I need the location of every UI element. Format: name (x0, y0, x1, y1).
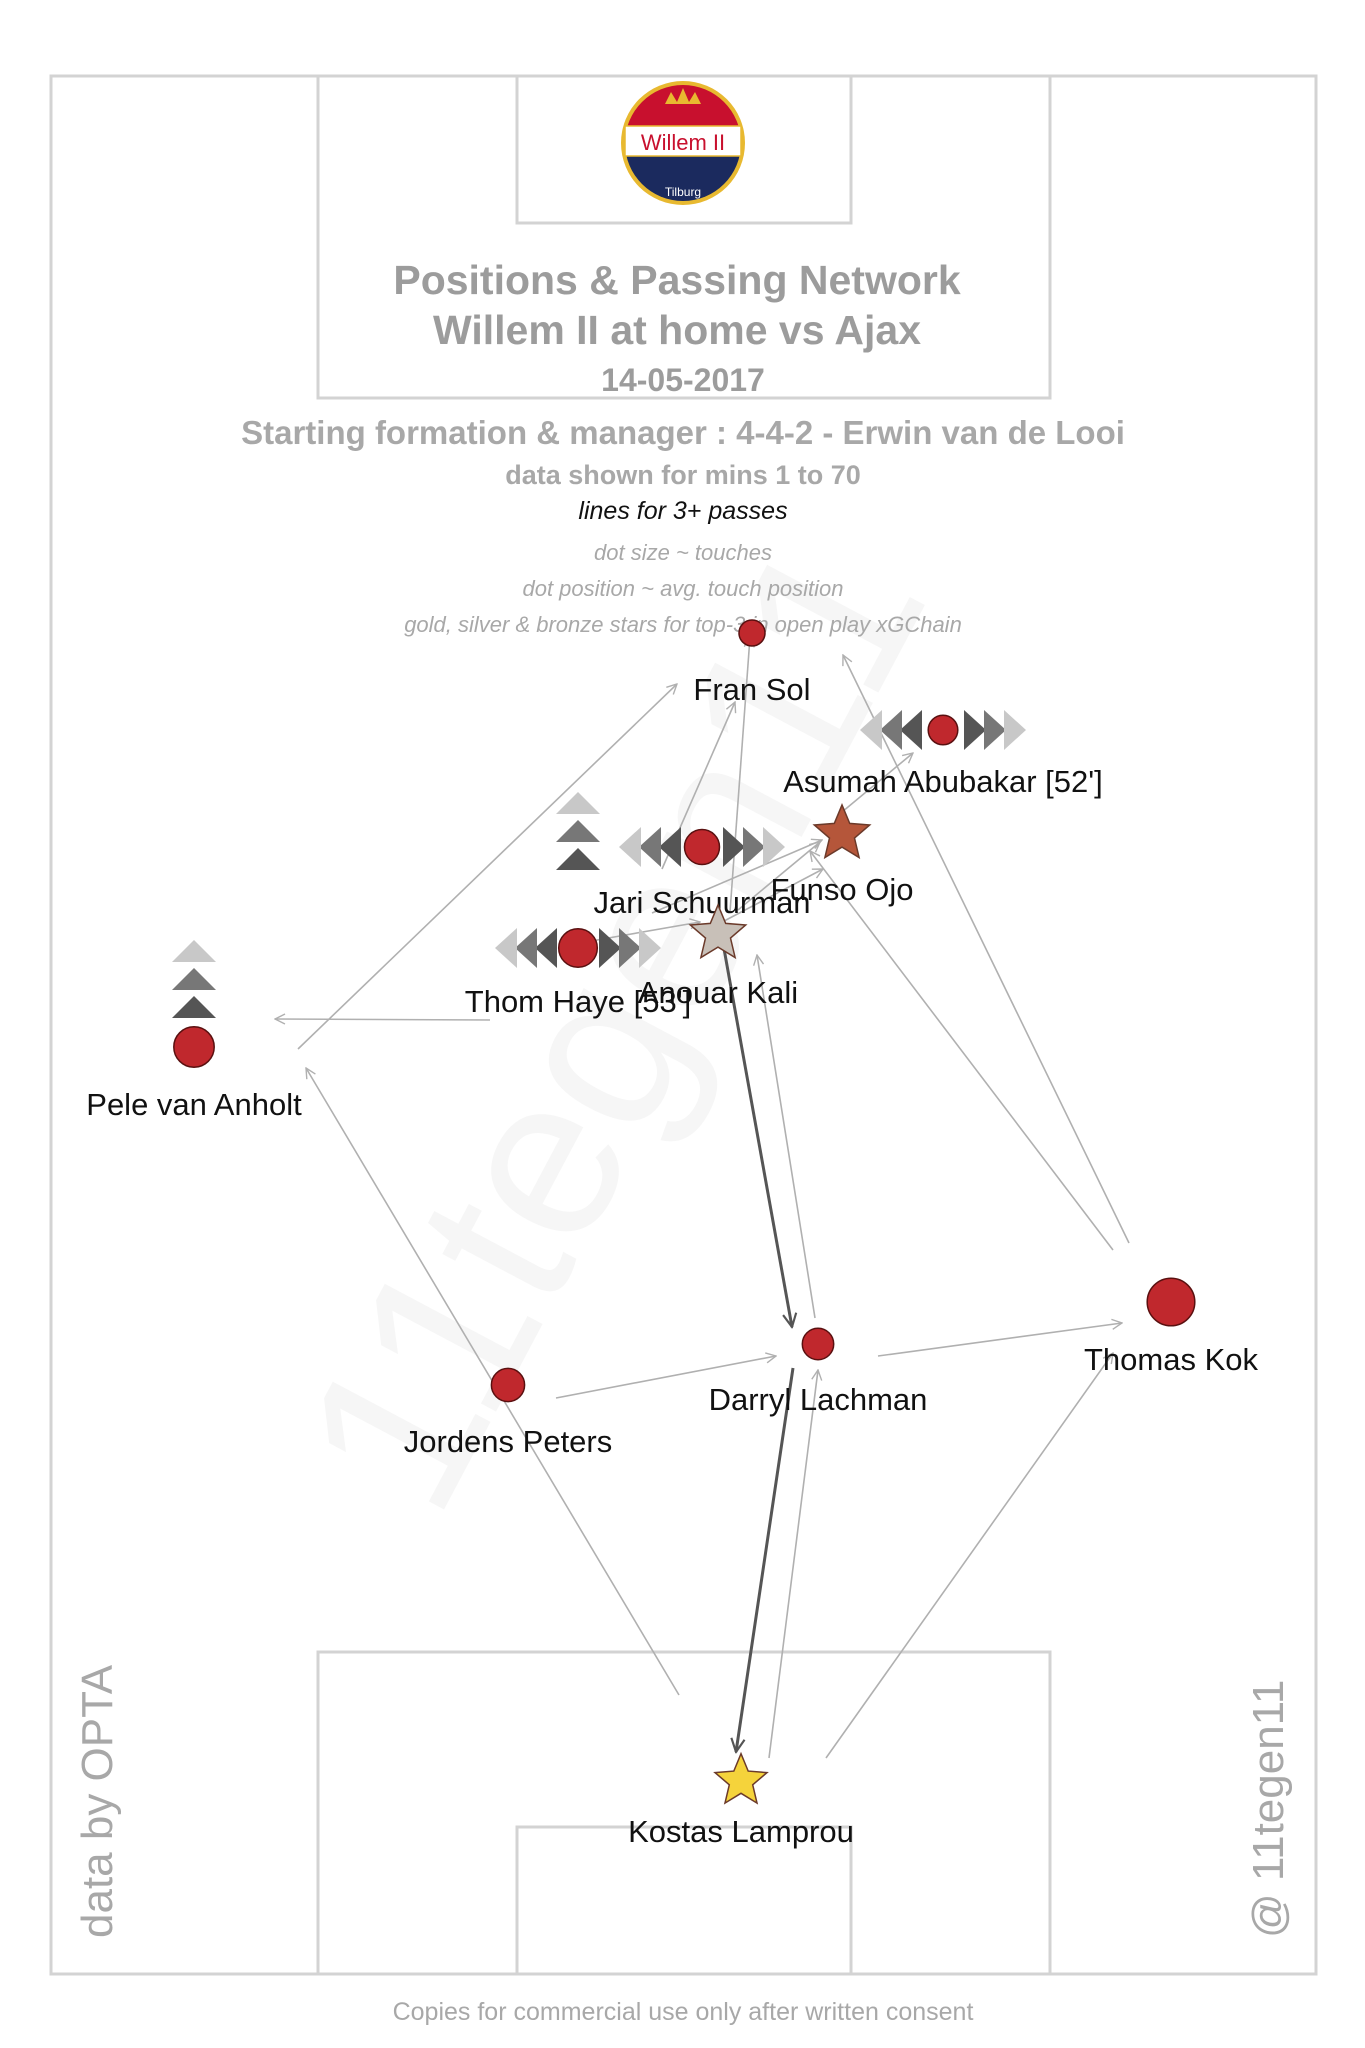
bottom-penalty-box (316, 1650, 1052, 1976)
author-credit: @ 11tegen11 (1244, 1680, 1293, 1938)
player-dot-darryl-lachman (801, 1327, 835, 1361)
pass-line (297, 684, 677, 1050)
movement-arrow-left (880, 710, 902, 750)
pass-line (555, 1356, 776, 1399)
movement-arrow-right (964, 710, 986, 750)
movement-arrow-right (763, 827, 785, 867)
movement-arrow-right (1004, 710, 1026, 750)
movement-arrow-up (556, 820, 600, 842)
legend-dot-position: dot position ~ avg. touch position (522, 576, 843, 601)
pass-line (843, 655, 1130, 1244)
legend-dot-size: dot size ~ touches (594, 540, 772, 565)
crest-city: Tilburg (665, 185, 701, 199)
player-name-anouar-kali: Anouar Kali (638, 975, 798, 1010)
crest-name: Willem II (641, 130, 725, 155)
movement-arrow-right (599, 928, 621, 968)
pass-line (757, 955, 816, 1319)
player-name-fran-sol: Fran Sol (693, 672, 810, 707)
player-dot-jordens-peters (490, 1367, 526, 1403)
gold-star-icon (713, 1751, 769, 1805)
header: Positions & Passing Network Willem II at… (241, 257, 1125, 637)
pass-line (651, 840, 822, 914)
movement-arrow-right (619, 928, 641, 968)
movement-arrow-up (556, 792, 600, 814)
movement-arrow-left (639, 827, 661, 867)
copyright-footer: Copies for commercial use only after wri… (393, 1998, 974, 2026)
player-name-pele-van-anholt: Pele van Anholt (86, 1087, 302, 1122)
club-crest-logo: Willem II Tilburg (621, 81, 745, 205)
data-source-credit: data by OPTA (73, 1664, 122, 1938)
player-name-kostas-lamprou: Kostas Lamprou (628, 1814, 854, 1849)
movement-arrow-right (723, 827, 745, 867)
match-date: 14-05-2017 (601, 362, 765, 398)
formation-manager: Starting formation & manager : 4-4-2 - E… (241, 414, 1125, 451)
movement-arrow-left (495, 928, 517, 968)
title-line-2: Willem II at home vs Ajax (433, 307, 921, 353)
movement-arrow-left (860, 710, 882, 750)
movement-arrow-up (172, 968, 216, 990)
pass-line-heavy (719, 931, 792, 1327)
pass-line (825, 1353, 1113, 1759)
top-six-yard-box (515, 74, 853, 225)
player-dot-jari-schuurman (683, 828, 721, 866)
bottom-six-yard-box (515, 1825, 853, 1976)
player-name-jari-schuurman: Jari Schuurman (593, 885, 810, 920)
movement-arrow-right (639, 928, 661, 968)
movement-arrow-up (556, 848, 600, 870)
pitch-markings (49, 74, 1318, 1976)
player-dot-asumah-abubakar (927, 714, 959, 746)
heavy-pass-lines (719, 931, 795, 1752)
bronze-star-icon (812, 802, 872, 860)
movement-arrow-up (172, 940, 216, 962)
player-dot-thomas-kok (1146, 1277, 1196, 1327)
movement-arrow-up (172, 996, 216, 1018)
pass-line (841, 753, 913, 813)
player-name-jordens-peters: Jordens Peters (404, 1424, 613, 1459)
player-dot-thom-haye (557, 927, 599, 969)
player-dot-fran-sol (738, 619, 766, 647)
pass-line (275, 1019, 491, 1020)
pass-line (729, 637, 750, 913)
pass-line (737, 842, 820, 911)
movement-arrow-left (619, 827, 641, 867)
movement-arrow-left (659, 827, 681, 867)
pass-line (706, 869, 823, 931)
player-name-funso-ojo: Funso Ojo (770, 872, 913, 907)
movement-arrow-left (515, 928, 537, 968)
movement-arrow-left (535, 928, 557, 968)
lines-note: lines for 3+ passes (578, 497, 787, 525)
pass-line (768, 1370, 818, 1759)
movement-arrow-right (743, 827, 765, 867)
player-name-darryl-lachman: Darryl Lachman (709, 1382, 928, 1417)
title-line-1: Positions & Passing Network (393, 257, 960, 303)
movement-arrow-left (900, 710, 922, 750)
legend-stars: gold, silver & bronze stars for top-3 in… (404, 612, 962, 637)
minutes-shown: data shown for mins 1 to 70 (505, 460, 861, 490)
pass-line-heavy (736, 1367, 795, 1752)
player-name-thom-haye: Thom Haye [53'] (465, 984, 691, 1019)
players-layer: Fran Sol Asumah Abubakar [52'] Funso OjoJa… (86, 619, 1259, 1849)
pass-line (877, 1323, 1122, 1357)
player-name-thomas-kok: Thomas Kok (1084, 1342, 1259, 1377)
pass-line (810, 851, 1114, 1251)
player-name-asumah-abubakar: Asumah Abubakar [52'] (783, 764, 1103, 799)
silver-star-icon (688, 902, 748, 960)
player-dot-pele-van-anholt (173, 1026, 215, 1068)
movement-arrow-right (984, 710, 1006, 750)
